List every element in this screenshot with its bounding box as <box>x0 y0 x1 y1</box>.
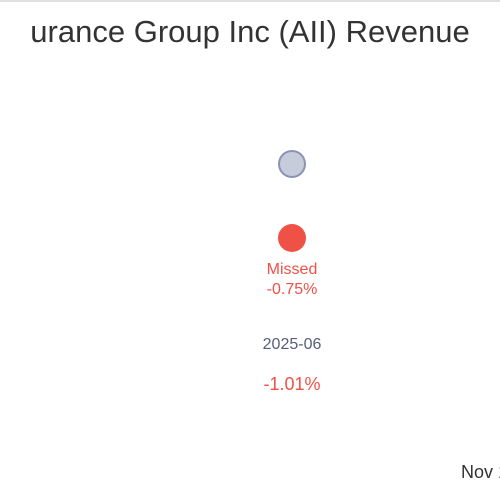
x-category-label: 2025-06 <box>263 336 322 353</box>
top-border <box>0 0 500 2</box>
category-change-label: -1.01% <box>263 374 320 394</box>
status-label: Missed <box>267 261 318 278</box>
estimate-point <box>278 150 306 178</box>
actual-point <box>278 224 306 252</box>
footer-date: Nov 10 <box>460 462 500 482</box>
chart-title: urance Group Inc (AII) Revenue <box>30 14 470 49</box>
surprise-value-label: -0.75% <box>267 281 318 298</box>
